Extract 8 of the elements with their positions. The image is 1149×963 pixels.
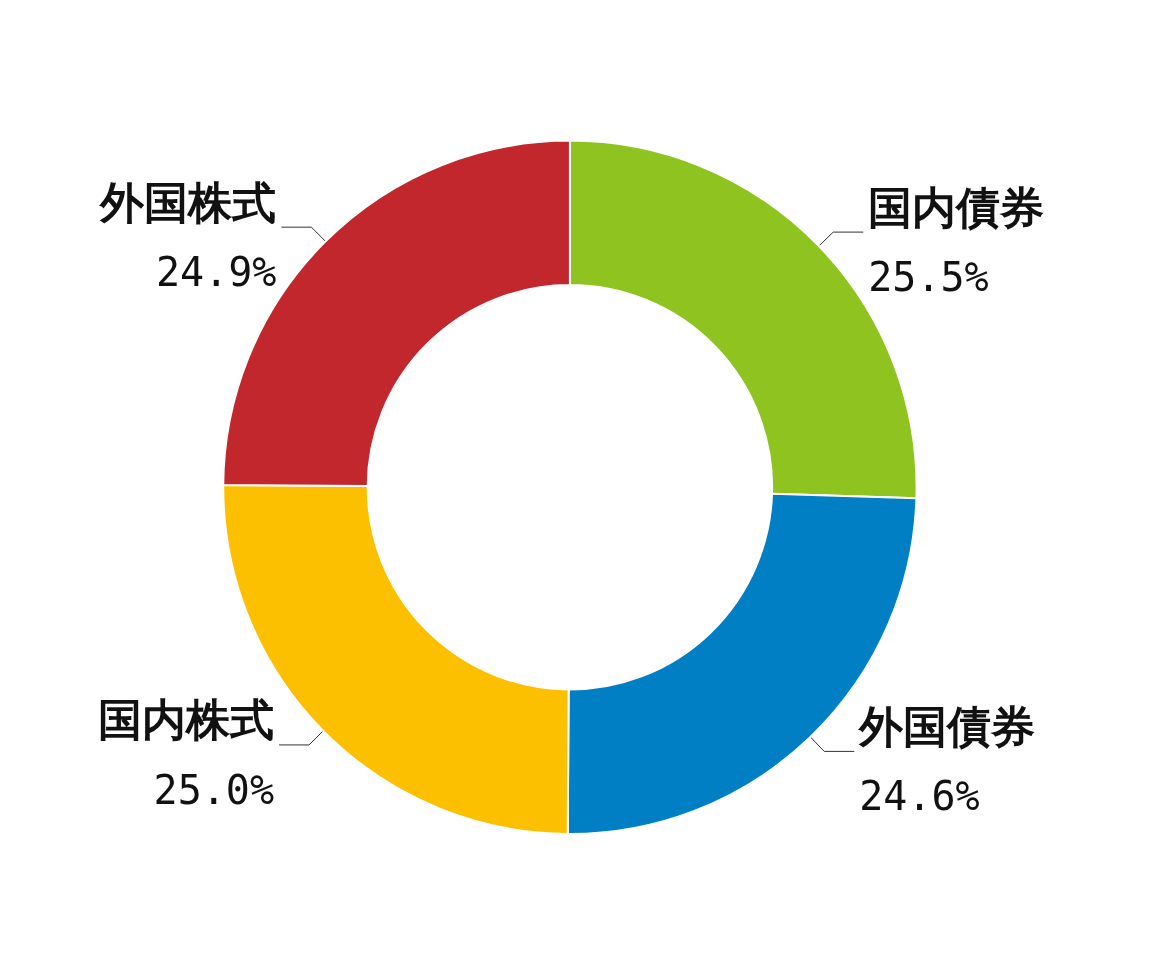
data-label: 25.0% — [153, 766, 274, 813]
data-label: 24.6% — [859, 773, 980, 820]
slice-label: 外国株式 — [98, 176, 277, 228]
slice-label: 外国債券 — [857, 700, 1036, 752]
data-label: 25.5% — [868, 254, 989, 301]
data-label: 24.9% — [156, 249, 277, 296]
slice-label: 国内株式 — [98, 694, 274, 746]
slice-label: 国内債券 — [868, 181, 1045, 233]
